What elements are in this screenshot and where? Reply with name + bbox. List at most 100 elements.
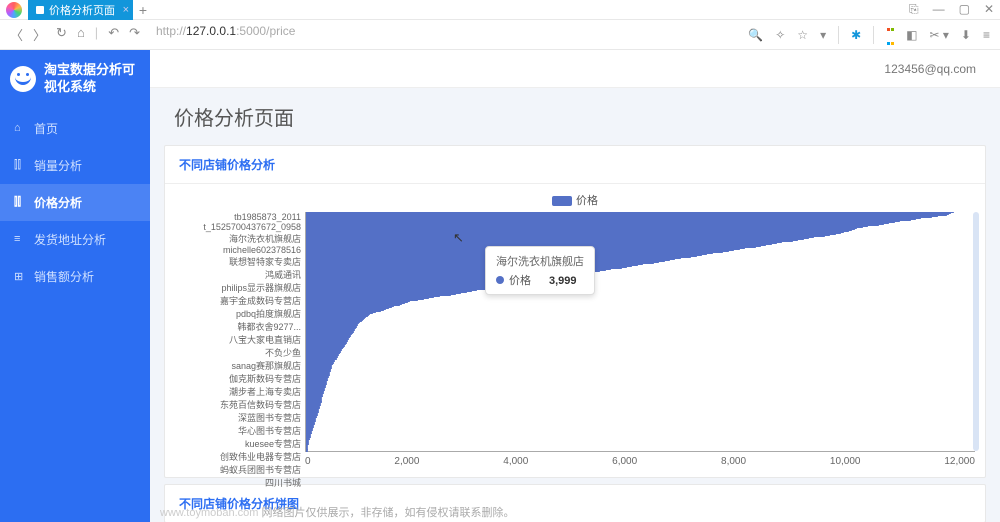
window-close-icon[interactable]: ✕ [984,2,994,17]
x-axis-tick: 6,000 [612,456,637,467]
tooltip-title: 海尔洗衣机旗舰店 [496,253,584,269]
chart-legend[interactable]: 价格 [175,188,975,212]
download-icon[interactable]: ⬇ [961,28,971,42]
tooltip-dot-icon [496,276,504,284]
y-axis-label: 八宝大家电直销店 [175,333,301,346]
apps-icon[interactable] [886,21,894,49]
y-axis-label: 不负少鱼 [175,346,301,359]
y-axis-label: 创致伟业电器专营店 [175,450,301,463]
browser-toolbar: 〈 〉 ↻ ⌂ | ↶ ↷ http://127.0.0.1:5000/pric… [0,20,1000,50]
tab-title: 价格分析页面 [49,2,115,18]
nav-icon: ≡ [14,233,26,245]
sidebar-item-2[interactable]: ⫿⫿ 价格分析 [0,184,150,221]
y-axis-label: 韩都衣舍9277... [175,320,301,333]
y-axis-label: 嘉宇金成数码专营店 [175,294,301,307]
nav-back-icon[interactable]: 〈 [10,25,23,44]
x-axis-tick: 8,000 [721,456,746,467]
url-path: :5000/price [236,24,295,38]
y-axis-label: t_1525700437672_0958 [175,222,301,232]
y-axis-label: 海尔洗衣机旗舰店 [175,232,301,245]
nav-forward-icon[interactable]: 〉 [33,25,46,44]
main-content: 123456@qq.com 价格分析页面 不同店铺价格分析 价格 tb19858… [150,50,1000,522]
x-axis-labels: 0 2,000 4,000 6,000 8,000 10,000 12,000 [305,452,975,467]
scissors-icon[interactable]: ✂ ▾ [930,28,949,42]
legend-swatch-icon [552,196,572,206]
x-axis-tick: 2,000 [394,456,419,467]
nav-label: 销量分析 [34,157,82,174]
tab-close-icon[interactable]: × [123,4,129,16]
tooltip-value: 3,999 [549,275,577,287]
favorite-icon[interactable]: ☆ [797,28,808,42]
footer-domain: www.toymoban.com [160,507,258,519]
nav-label: 首页 [34,120,58,137]
url-protocol: http:// [156,24,186,38]
chart-card: 不同店铺价格分析 价格 tb1985873_2011t_152570043767… [164,145,986,478]
nav-label: 销售额分析 [34,268,94,285]
window-minimize-icon[interactable]: — [933,2,945,17]
sidebar-item-4[interactable]: ⊞ 销售额分析 [0,258,150,295]
y-axis-labels: tb1985873_2011t_1525700437672_0958海尔洗衣机旗… [175,212,305,452]
card-title: 不同店铺价格分析 [165,146,985,184]
sidebar-item-3[interactable]: ≡ 发货地址分析 [0,221,150,258]
window-restore-icon[interactable]: ⎘ [909,2,919,17]
y-axis-label: 伽克斯数码专营店 [175,372,301,385]
dropdown-icon[interactable]: ▾ [820,28,826,42]
y-axis-label: pdbq拍度旗舰店 [175,307,301,320]
nav-icon: ⌂ [14,122,26,134]
chart-plot[interactable] [305,212,975,452]
nav-reload-icon[interactable]: ↻ [56,25,67,44]
sidebar-icon[interactable]: ◧ [906,28,917,42]
legend-label: 价格 [576,195,598,207]
x-axis-tick: 0 [305,456,311,467]
browser-logo-icon [6,2,22,18]
user-email[interactable]: 123456@qq.com [884,62,976,76]
y-axis-label: 华心图书专营店 [175,424,301,437]
y-axis-label: sanag赛那旗舰店 [175,359,301,372]
nav-icon: ⫿⫿ [14,196,26,209]
y-axis-label: 潮步者上海专卖店 [175,385,301,398]
sidebar-item-0[interactable]: ⌂ 首页 [0,110,150,147]
y-axis-label: 鸿威通讯 [175,268,301,281]
chart-scroll-handle[interactable] [973,212,979,451]
chart-tooltip: 海尔洗衣机旗舰店 价格 3,999 [485,246,595,295]
search-icon[interactable]: 🔍 [748,28,763,42]
nav-redo-icon[interactable]: ↷ [129,25,140,44]
sidebar-logo-icon [10,66,36,92]
x-axis-tick: 12,000 [944,456,975,467]
x-axis-tick: 4,000 [503,456,528,467]
nav-label: 价格分析 [34,194,82,211]
y-axis-label: 四川书城 [175,476,301,489]
nav-icon: ⊞ [14,270,26,283]
footer-watermark: www.toymoban.com 网络图片仅供展示，非存储，如有侵权请联系删除。 [160,504,515,520]
nav-label: 发货地址分析 [34,231,106,248]
chart-bar[interactable] [306,451,308,452]
topbar: 123456@qq.com [150,50,1000,88]
y-axis-label: 联想智特家专卖店 [175,255,301,268]
sidebar: 淘宝数据分析可视化系统 ⌂ 首页 ⫿⫿销量分析 ⫿⫿ 价格分析 ≡ 发货地址分析 ⊞ 销售额分析 [0,50,150,522]
chart-area: 价格 tb1985873_2011t_1525700437672_0958海尔洗… [165,184,985,477]
browser-tab[interactable]: 价格分析页面 × [28,0,133,20]
app-container: 淘宝数据分析可视化系统 ⌂ 首页 ⫿⫿销量分析 ⫿⫿ 价格分析 ≡ 发货地址分析 ⊞ 销售额分析… [0,50,1000,522]
tooltip-series: 价格 [509,275,531,287]
sidebar-item-1[interactable]: ⫿⫿销量分析 [0,147,150,184]
sidebar-header: 淘宝数据分析可视化系统 [0,58,150,110]
nav-undo-icon[interactable]: ↶ [108,25,119,44]
window-controls: ⎘ — ▢ ✕ [909,2,994,17]
window-maximize-icon[interactable]: ▢ [959,2,970,17]
tab-favicon-icon [36,6,44,14]
page-title: 价格分析页面 [150,88,1000,139]
nav-home-icon[interactable]: ⌂ [77,25,85,44]
browser-titlebar: 价格分析页面 × + ⎘ — ▢ ✕ [0,0,1000,20]
app-title: 淘宝数据分析可视化系统 [44,62,140,96]
url-bar[interactable]: http://127.0.0.1:5000/price [150,24,738,46]
url-host: 127.0.0.1 [186,24,236,38]
extension-icon[interactable]: ✱ [851,28,861,42]
y-axis-label: 蚂蚁兵团图书专营店 [175,463,301,476]
new-tab-button[interactable]: + [133,2,153,18]
x-axis-tick: 10,000 [830,456,861,467]
footer-note: 网络图片仅供展示，非存储，如有侵权请联系删除。 [258,507,514,519]
y-axis-label: michelle602378516 [175,245,301,255]
wand-icon[interactable]: ✧ [775,28,785,42]
menu-icon[interactable]: ≡ [983,28,990,42]
y-axis-label: 深蓝图书专营店 [175,411,301,424]
